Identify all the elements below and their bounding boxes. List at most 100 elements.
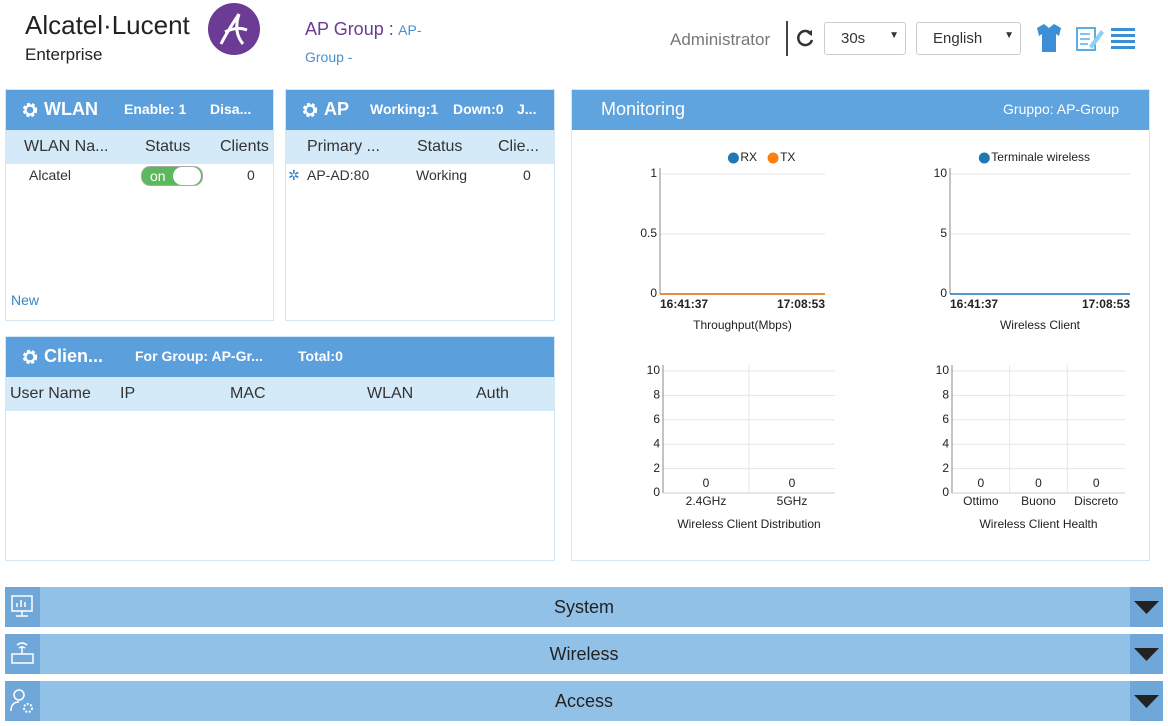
ap-panel: AP Working:1 Down:0 J... Primary ... Sta…: [285, 89, 555, 321]
monitoring-header: Monitoring Gruppo: AP-Group: [572, 90, 1149, 130]
x-axis-label: Wireless Client Health: [979, 517, 1097, 531]
toolbar-icons[interactable]: [1033, 22, 1137, 54]
refresh-value: 30s: [841, 30, 866, 47]
logo: [208, 3, 260, 55]
x-tick-label: Discreto: [1074, 494, 1118, 508]
group: AP Group : AP-Group -: [305, 16, 445, 71]
section-label: Wireless: [549, 644, 619, 664]
section-label: System: [553, 597, 614, 617]
cell[interactable]: AP-AD:80: [307, 167, 370, 183]
x-tick-label: 16:41:37: [950, 297, 998, 311]
y-tick-label: 1: [650, 166, 657, 180]
x-tick-label: 17:08:53: [777, 297, 825, 311]
cell: 0: [247, 167, 255, 183]
new-link[interactable]: New: [11, 292, 40, 308]
wlan-summary: Enable: 1: [124, 101, 187, 117]
y-tick-label: 5: [940, 226, 947, 240]
language-select[interactable]: English ▼: [916, 22, 1021, 55]
cell: Working: [416, 167, 468, 183]
y-tick-label: 4: [942, 436, 949, 450]
x-tick-label: 16:41:37: [660, 297, 708, 311]
wlan-title: WLAN: [44, 99, 98, 119]
y-tick-label: 2: [942, 461, 949, 475]
ap-columns: Primary ... Status Clie...: [286, 130, 554, 164]
column[interactable]: MAC: [230, 385, 266, 402]
bar-value-label: 0: [1035, 476, 1042, 490]
section-bar[interactable]: Access: [5, 681, 1163, 721]
legend-label: Terminale wireless: [991, 150, 1090, 164]
wlan-header: WLAN Enable: 1 Disa...: [6, 90, 273, 130]
x-tick-label: 17:08:53: [1082, 297, 1130, 311]
y-tick-label: 6: [653, 412, 660, 426]
column[interactable]: IP: [120, 385, 136, 402]
y-tick-label: 0: [653, 485, 660, 499]
ap-row: ✲ AP-AD:80 Working 0: [286, 164, 554, 188]
cell: 0: [523, 167, 531, 183]
separator: [786, 21, 788, 56]
group-value: AP-Group -: [305, 22, 422, 65]
legend-label: TX: [780, 150, 795, 164]
clients-summary: Total:0: [298, 348, 343, 364]
y-tick-label: 0: [650, 286, 657, 300]
section-bar[interactable]: System: [5, 587, 1163, 627]
toggle[interactable]: on: [141, 166, 203, 186]
ap-header: AP Working:1 Down:0 J...: [286, 90, 554, 130]
clients-title: Clien...: [44, 346, 104, 366]
column[interactable]: User Name: [10, 385, 91, 402]
bar-value-label: 0: [703, 476, 710, 490]
ap-title: AP: [324, 99, 350, 119]
column[interactable]: Primary ...: [307, 138, 380, 155]
x-tick-label: Buono: [1021, 494, 1056, 508]
ap-summary: Working:1: [370, 101, 439, 117]
column[interactable]: Clie...: [498, 138, 539, 155]
column[interactable]: Status: [145, 138, 191, 155]
legend-marker: [767, 152, 779, 164]
y-tick-label: 8: [653, 388, 660, 402]
x-axis-label: Throughput(Mbps): [693, 318, 792, 332]
section-label: Access: [554, 691, 614, 711]
refresh-icon[interactable]: [795, 28, 815, 48]
monitoring-group: Gruppo: AP-Group: [1003, 101, 1119, 117]
x-tick-label: Ottimo: [963, 494, 999, 508]
legend-label: RX: [740, 150, 757, 164]
toggle-label: on: [150, 168, 166, 184]
clients-summary: For Group: AP-Gr...: [135, 348, 263, 364]
legend-marker: [978, 152, 990, 164]
user[interactable]: Administrator: [670, 30, 771, 49]
ap-summary: J...: [517, 101, 537, 117]
y-tick-label: 0: [942, 485, 949, 499]
column[interactable]: WLAN Na...: [24, 138, 109, 155]
clients-panel: Clien... For Group: AP-Gr... Total:0 Use…: [5, 336, 555, 561]
ap-icon: ✲: [288, 167, 300, 183]
y-tick-label: 4: [653, 436, 660, 450]
y-tick-label: 0.5: [640, 226, 657, 240]
y-tick-label: 0: [940, 286, 947, 300]
legend-marker: [727, 152, 739, 164]
wlan-panel: WLAN Enable: 1 Disa... WLAN Na... Status…: [5, 89, 274, 321]
refresh-select[interactable]: 30s ▼: [824, 22, 906, 55]
monitoring-panel: Monitoring Gruppo: AP-Group: [571, 89, 1150, 561]
y-tick-label: 10: [934, 166, 948, 180]
y-tick-label: 10: [647, 363, 661, 377]
clients-columns: User Name IP MAC WLAN Auth: [6, 377, 554, 411]
monitoring-title: Monitoring: [601, 99, 686, 119]
column[interactable]: Auth: [476, 385, 509, 402]
column[interactable]: Clients: [220, 138, 269, 155]
wlan-row: Alcatel on 0: [6, 164, 273, 188]
y-tick-label: 2: [653, 461, 660, 475]
y-tick-label: 6: [942, 412, 949, 426]
section-bar[interactable]: Wireless: [5, 634, 1163, 674]
bar-value-label: 0: [1093, 476, 1100, 490]
y-tick-label: 8: [942, 388, 949, 402]
column[interactable]: WLAN: [367, 385, 414, 402]
x-tick-label: 5GHz: [777, 494, 808, 508]
x-axis-label: Wireless Client Distribution: [677, 517, 820, 531]
x-axis-label: Wireless Client: [1000, 318, 1081, 332]
brand-sub: Enterprise: [25, 45, 103, 64]
x-tick-label: 2.4GHz: [686, 494, 727, 508]
bar-value-label: 0: [977, 476, 984, 490]
column[interactable]: Status: [417, 138, 463, 155]
clients-header: Clien... For Group: AP-Gr... Total:0: [6, 337, 554, 377]
